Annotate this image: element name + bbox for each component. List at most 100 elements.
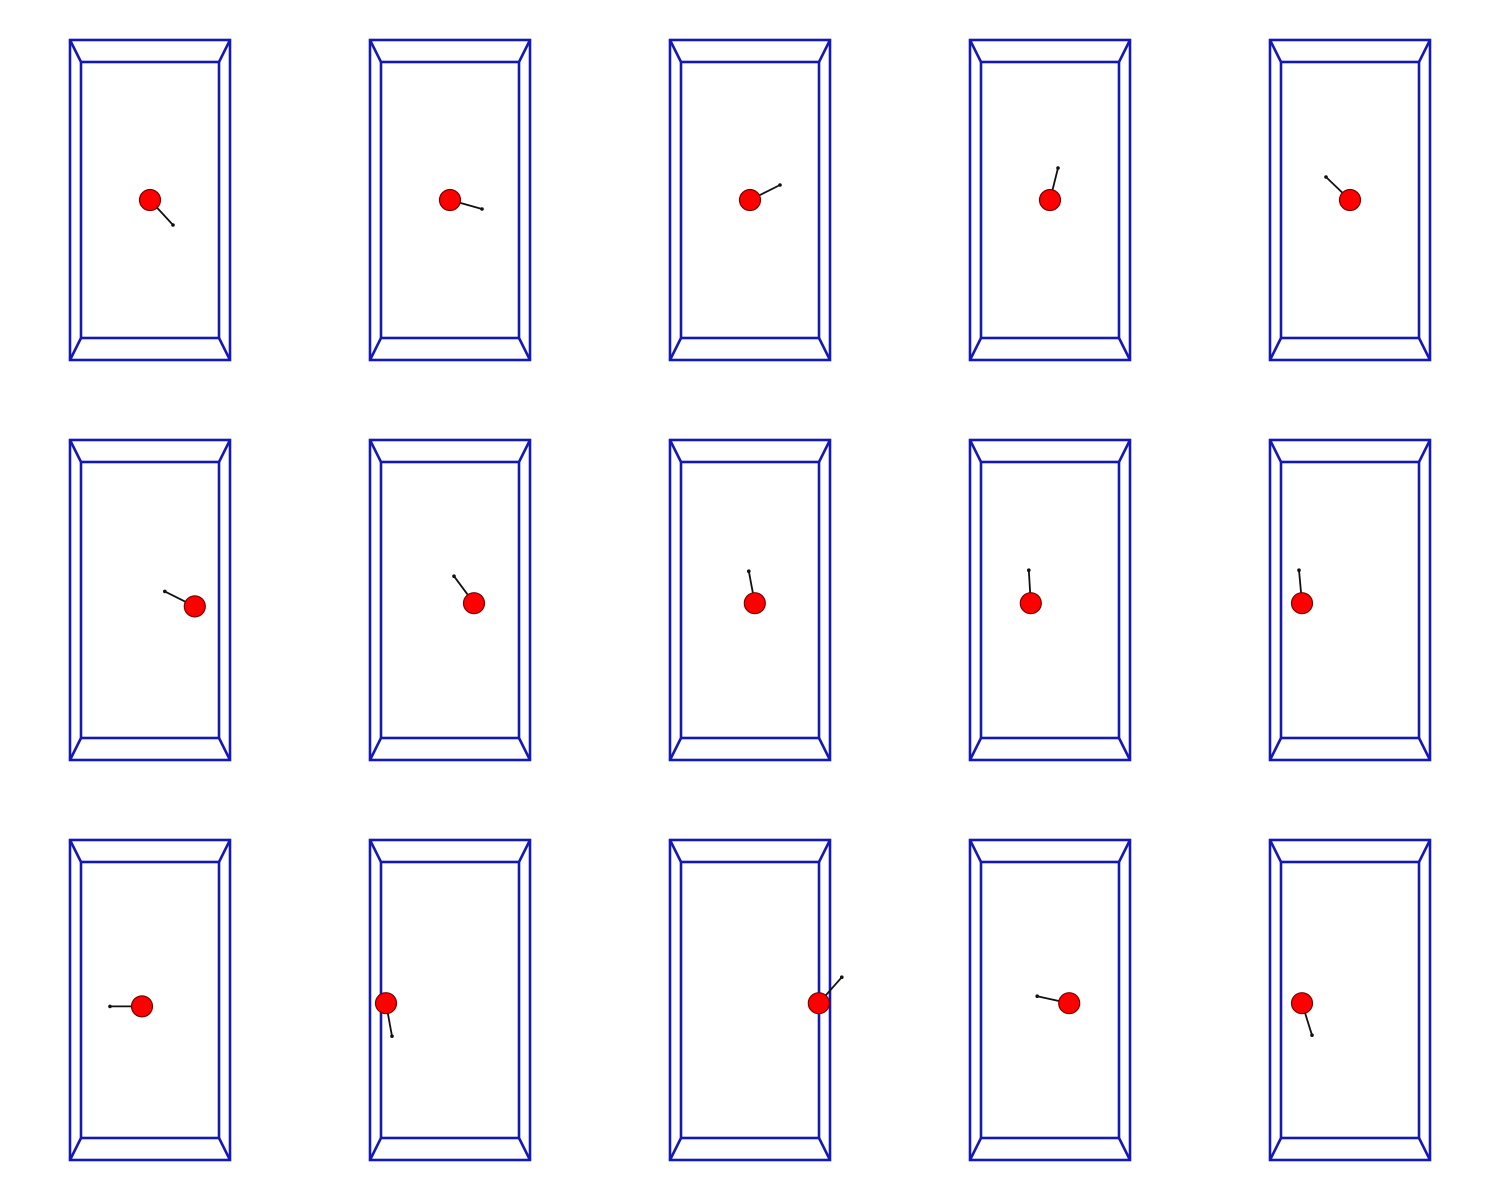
velocity-vector-tip xyxy=(1056,166,1060,170)
frame-15 xyxy=(1268,838,1432,1162)
box-corner-edge xyxy=(817,439,832,463)
box-corner-edge xyxy=(1117,1137,1132,1161)
box-corner-edge xyxy=(668,1137,683,1161)
box-corner-edge xyxy=(517,1137,532,1161)
velocity-vector-tip xyxy=(840,975,844,979)
box-corner-edge xyxy=(1117,337,1132,361)
box-outer-wall xyxy=(968,838,1132,1162)
box-corner-edge xyxy=(817,737,832,761)
box-corner-edge xyxy=(1268,737,1283,761)
box-corner-edge xyxy=(517,839,532,863)
velocity-vector-tip xyxy=(778,183,782,187)
box-corner-edge xyxy=(968,737,983,761)
velocity-vector-tip xyxy=(747,569,751,573)
box-outer-wall xyxy=(668,838,832,1162)
box-corner-edge xyxy=(217,839,232,863)
box-corner-edge xyxy=(1268,839,1283,863)
velocity-vector-tip xyxy=(1027,568,1031,572)
box-inner-floor xyxy=(379,860,521,1140)
box-corner-edge xyxy=(1417,839,1432,863)
ball xyxy=(1058,992,1081,1015)
velocity-vector-tip xyxy=(108,1004,112,1009)
ball xyxy=(1019,592,1042,615)
box-corner-edge xyxy=(68,39,83,63)
box-inner-floor xyxy=(679,860,821,1140)
box-corner-edge xyxy=(1268,337,1283,361)
box-corner-edge xyxy=(1268,1137,1283,1161)
box-corner-edge xyxy=(668,39,683,63)
box-inner-floor xyxy=(979,60,1121,340)
frame-14 xyxy=(968,838,1132,1162)
box-corner-edge xyxy=(668,439,683,463)
box-corner-edge xyxy=(817,1137,832,1161)
ball xyxy=(462,592,486,615)
box-corner-edge xyxy=(1117,737,1132,761)
box-inner-floor xyxy=(1279,860,1421,1140)
box-outer-wall xyxy=(1268,438,1432,762)
box-corner-edge xyxy=(68,337,83,361)
ball xyxy=(183,595,206,618)
box-outer-wall xyxy=(368,838,532,1162)
box-corner-edge xyxy=(517,439,532,463)
box-corner-edge xyxy=(368,839,383,863)
frame-2 xyxy=(368,38,532,362)
ball xyxy=(1290,992,1314,1015)
box-corner-edge xyxy=(368,439,383,463)
ball xyxy=(738,188,762,212)
frame-10 xyxy=(1268,438,1432,762)
box-corner-edge xyxy=(1417,439,1432,463)
box-corner-edge xyxy=(817,39,832,63)
box-corner-edge xyxy=(68,439,83,463)
box-corner-edge xyxy=(517,737,532,761)
box-outer-wall xyxy=(68,38,232,362)
box-inner-floor xyxy=(79,860,221,1140)
box-corner-edge xyxy=(368,1137,383,1161)
ball xyxy=(374,992,398,1015)
velocity-vector-tip xyxy=(390,1034,394,1038)
box-outer-wall xyxy=(668,438,832,762)
velocity-vector-tip xyxy=(1324,175,1328,179)
box-corner-edge xyxy=(368,337,383,361)
box-inner-floor xyxy=(379,460,521,740)
ball xyxy=(130,995,154,1018)
box-corner-edge xyxy=(1417,39,1432,63)
box-inner-floor xyxy=(1279,60,1421,340)
box-inner-floor xyxy=(979,460,1121,740)
box-corner-edge xyxy=(817,337,832,361)
box-inner-floor xyxy=(79,60,221,340)
box-inner-floor xyxy=(1279,460,1421,740)
ball xyxy=(438,188,462,212)
frame-1 xyxy=(68,38,232,362)
box-corner-edge xyxy=(68,839,83,863)
box-corner-edge xyxy=(1268,39,1283,63)
box-outer-wall xyxy=(1268,38,1432,362)
box-outer-wall xyxy=(68,838,232,1162)
box-corner-edge xyxy=(1117,439,1132,463)
box-corner-edge xyxy=(1117,39,1132,63)
box-corner-edge xyxy=(668,839,683,863)
frame-12 xyxy=(368,838,532,1162)
ball xyxy=(138,188,162,212)
ball xyxy=(1290,592,1314,615)
box-outer-wall xyxy=(368,438,532,762)
velocity-vector-tip xyxy=(163,589,167,594)
box-corner-edge xyxy=(368,737,383,761)
box-corner-edge xyxy=(217,1137,232,1161)
box-outer-wall xyxy=(968,38,1132,362)
box-corner-edge xyxy=(668,737,683,761)
box-corner-edge xyxy=(668,337,683,361)
box-corner-edge xyxy=(217,337,232,361)
box-inner-floor xyxy=(79,460,221,740)
box-corner-edge xyxy=(1417,737,1432,761)
box-corner-edge xyxy=(968,337,983,361)
box-corner-edge xyxy=(68,737,83,761)
box-outer-wall xyxy=(368,38,532,362)
box-corner-edge xyxy=(968,39,983,63)
box-corner-edge xyxy=(217,39,232,63)
frame-4 xyxy=(968,38,1132,362)
box-corner-edge xyxy=(68,1137,83,1161)
frame-11 xyxy=(68,838,232,1162)
frames-layer xyxy=(68,38,1432,1162)
box-outer-wall xyxy=(68,438,232,762)
